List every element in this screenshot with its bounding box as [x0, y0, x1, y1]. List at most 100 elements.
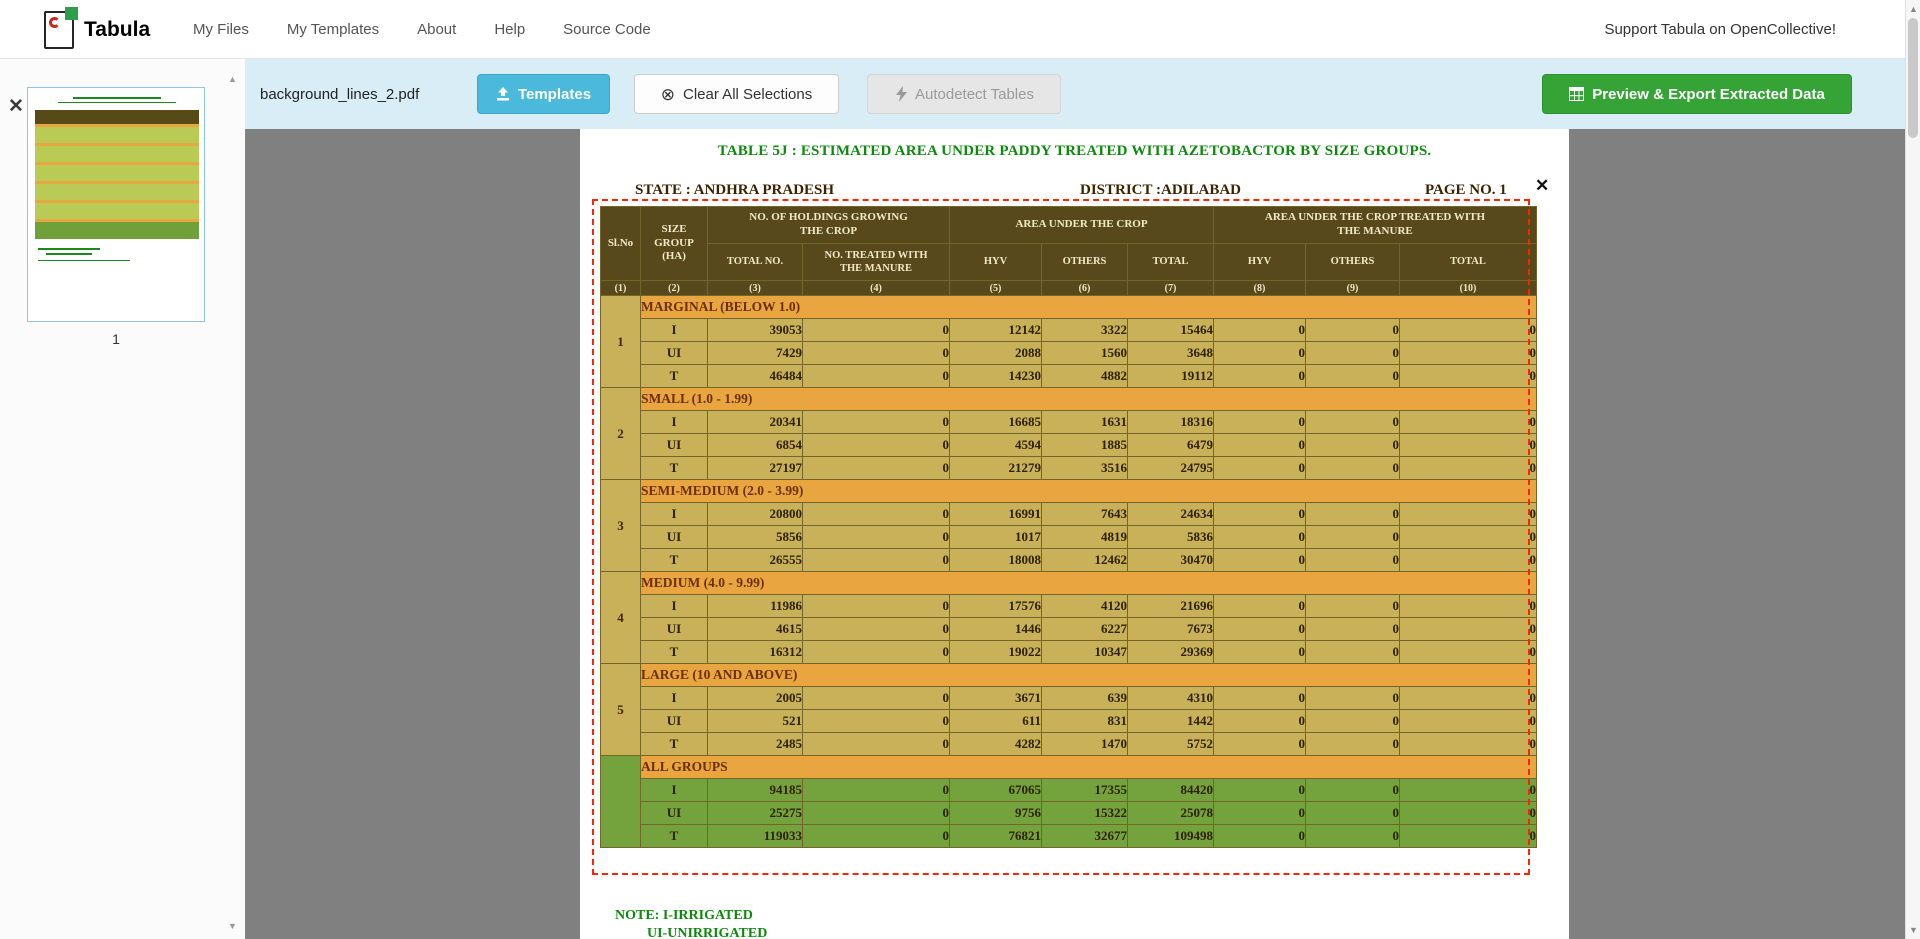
nav-item-my-templates[interactable]: My Templates: [287, 21, 379, 38]
value-cell: 1442: [1128, 710, 1214, 733]
value-cell: 0: [1400, 365, 1537, 388]
value-cell: 0: [1400, 710, 1537, 733]
value-cell: 0: [1400, 618, 1537, 641]
row-type-cell: T: [641, 641, 708, 664]
col-header-size-group: SIZE GROUP (HA): [641, 207, 708, 281]
value-cell: 25078: [1128, 802, 1214, 825]
top-navbar: Tabula My Files My Templates About Help …: [0, 0, 1920, 59]
window-scrollbar[interactable]: ▲ ▼: [1905, 0, 1920, 939]
nav-item-my-files[interactable]: My Files: [193, 21, 249, 38]
thumbnail-page-number: 1: [27, 331, 205, 347]
thumb-title-line: [73, 97, 161, 99]
table-row: UI58560101748195836000: [601, 526, 1537, 549]
row-type-cell: UI: [641, 802, 708, 825]
scrollbar-thumb[interactable]: [1908, 18, 1918, 138]
page-thumbnail[interactable]: [27, 87, 205, 322]
pdf-page[interactable]: TABLE 5J : ESTIMATED AREA UNDER PADDY TR…: [580, 129, 1569, 939]
value-cell: 4594: [950, 434, 1042, 457]
value-cell: 12142: [950, 319, 1042, 342]
nav-item-help[interactable]: Help: [494, 21, 525, 38]
sidebar-scroll-up-icon[interactable]: ▲: [228, 74, 237, 84]
column-number-cell: (6): [1042, 281, 1128, 296]
value-cell: 15322: [1042, 802, 1128, 825]
autodetect-button-label: Autodetect Tables: [915, 86, 1034, 103]
value-cell: 24795: [1128, 457, 1214, 480]
value-cell: 0: [1306, 411, 1400, 434]
value-cell: 0: [1400, 503, 1537, 526]
value-cell: 14230: [950, 365, 1042, 388]
value-cell: 0: [1400, 779, 1537, 802]
row-type-cell: T: [641, 457, 708, 480]
value-cell: 3671: [950, 687, 1042, 710]
value-cell: 0: [803, 641, 950, 664]
value-cell: 0: [1306, 595, 1400, 618]
nav-item-about[interactable]: About: [417, 21, 456, 38]
table-row: T11903307682132677109498000: [601, 825, 1537, 848]
value-cell: 19022: [950, 641, 1042, 664]
value-cell: 0: [1214, 434, 1306, 457]
value-cell: 0: [1214, 687, 1306, 710]
thumb-all-groups-rows: [35, 222, 199, 239]
value-cell: 7429: [708, 342, 803, 365]
value-cell: 0: [1214, 595, 1306, 618]
group-band-row: 5LARGE (10 AND ABOVE): [601, 664, 1537, 687]
templates-button[interactable]: Templates: [477, 74, 610, 114]
table-row: I941850670651735584420000: [601, 779, 1537, 802]
col-subheader: TOTAL NO.: [708, 244, 803, 281]
col-header-group: AREA UNDER THE CROP: [950, 207, 1214, 244]
sidebar-scroll-down-icon[interactable]: ▼: [228, 921, 237, 931]
value-cell: 2485: [708, 733, 803, 756]
scrollbar-down-icon[interactable]: ▼: [1906, 925, 1920, 935]
row-type-cell: I: [641, 779, 708, 802]
row-type-cell: T: [641, 365, 708, 388]
value-cell: 521: [708, 710, 803, 733]
remove-page-icon[interactable]: ✕: [8, 95, 24, 118]
row-type-cell: T: [641, 825, 708, 848]
clear-all-selections-button[interactable]: ⊗ Clear All Selections: [634, 74, 839, 114]
value-cell: 1470: [1042, 733, 1128, 756]
page-no-label: PAGE NO. 1: [1425, 182, 1507, 199]
preview-export-button[interactable]: Preview & Export Extracted Data: [1542, 74, 1852, 114]
group-band-row: 1MARGINAL (BELOW 1.0): [601, 296, 1537, 319]
value-cell: 0: [1306, 733, 1400, 756]
value-cell: 1885: [1042, 434, 1128, 457]
slno-cell: 2: [601, 388, 641, 480]
column-number-cell: (8): [1214, 281, 1306, 296]
group-band-row: 2SMALL (1.0 - 1.99): [601, 388, 1537, 411]
state-label: STATE : ANDHRA PRADESH: [635, 182, 834, 199]
row-type-cell: UI: [641, 618, 708, 641]
value-cell: 0: [1214, 526, 1306, 549]
group-band-row: ALL GROUPS: [601, 756, 1537, 779]
row-type-cell: I: [641, 411, 708, 434]
value-cell: 12462: [1042, 549, 1128, 572]
value-cell: 0: [803, 549, 950, 572]
value-cell: 1631: [1042, 411, 1128, 434]
value-cell: 0: [803, 802, 950, 825]
value-cell: 0: [1400, 457, 1537, 480]
selection-delete-button[interactable]: ✕: [1535, 176, 1549, 196]
value-cell: 0: [1306, 503, 1400, 526]
brand[interactable]: Tabula: [44, 0, 150, 59]
col-subheader: OTHERS: [1306, 244, 1400, 281]
nav-item-source-code[interactable]: Source Code: [563, 21, 651, 38]
nav-menu: My Files My Templates About Help Source …: [193, 0, 651, 59]
value-cell: 0: [1306, 365, 1400, 388]
value-cell: 0: [1214, 411, 1306, 434]
value-cell: 1446: [950, 618, 1042, 641]
value-cell: 0: [1214, 733, 1306, 756]
support-link[interactable]: Support Tabula on OpenCollective!: [1604, 0, 1836, 59]
value-cell: 7643: [1042, 503, 1128, 526]
group-band-label: ALL GROUPS: [641, 756, 1537, 779]
column-number-cell: (9): [1306, 281, 1400, 296]
col-subheader: TOTAL: [1128, 244, 1214, 281]
value-cell: 0: [1400, 526, 1537, 549]
value-cell: 6479: [1128, 434, 1214, 457]
value-cell: 0: [803, 710, 950, 733]
brand-title: Tabula: [84, 18, 150, 42]
document-viewport: TABLE 5J : ESTIMATED AREA UNDER PADDY TR…: [245, 129, 1905, 939]
table-row: UI52106118311442000: [601, 710, 1537, 733]
autodetect-tables-button[interactable]: Autodetect Tables: [867, 74, 1061, 114]
table-row: T46484014230488219112000: [601, 365, 1537, 388]
scrollbar-up-icon[interactable]: ▲: [1906, 4, 1920, 14]
value-cell: 0: [803, 457, 950, 480]
